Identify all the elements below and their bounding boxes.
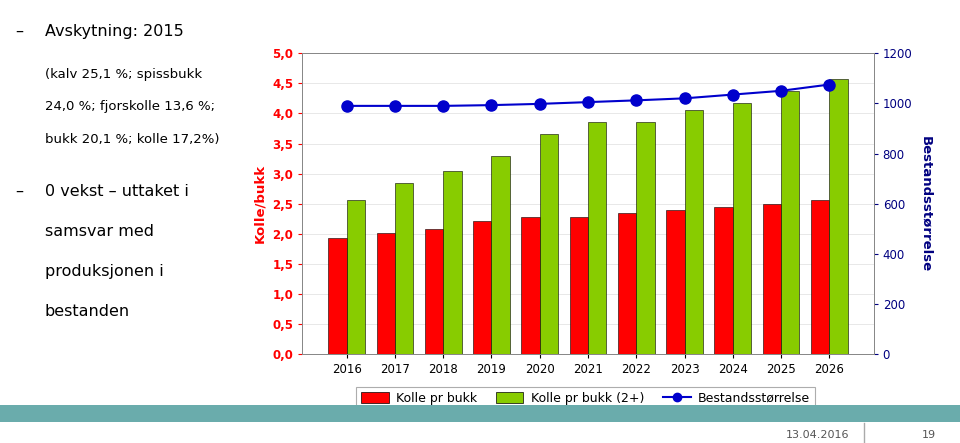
- Bar: [666, 210, 684, 354]
- Bar: [425, 229, 444, 354]
- Y-axis label: Bestandsstørrelse: Bestandsstørrelse: [919, 136, 932, 272]
- Text: 19: 19: [922, 430, 936, 440]
- Text: 24,0 %; fjorskolle 13,6 %;: 24,0 %; fjorskolle 13,6 %;: [44, 101, 214, 113]
- Text: –: –: [15, 184, 23, 199]
- Y-axis label: Kolle/bukk: Kolle/bukk: [253, 164, 267, 243]
- Bar: [328, 238, 347, 354]
- Bar: [618, 213, 636, 354]
- Bar: [444, 171, 462, 354]
- Text: 13.04.2016: 13.04.2016: [786, 430, 850, 440]
- Bar: [684, 110, 703, 354]
- Text: –: –: [15, 24, 23, 39]
- Bar: [569, 217, 588, 354]
- Text: (kalv 25,1 %; spissbukk: (kalv 25,1 %; spissbukk: [44, 68, 202, 81]
- Bar: [636, 122, 655, 354]
- Bar: [714, 207, 732, 354]
- Text: Avskytning: 2015: Avskytning: 2015: [44, 24, 183, 39]
- Bar: [0, 405, 960, 422]
- Text: produksjonen i: produksjonen i: [44, 264, 163, 279]
- Bar: [521, 217, 540, 354]
- Bar: [376, 233, 395, 354]
- Bar: [811, 200, 829, 354]
- Bar: [588, 122, 607, 354]
- Bar: [829, 79, 848, 354]
- Bar: [540, 135, 558, 354]
- Text: 0 vekst – uttaket i: 0 vekst – uttaket i: [44, 184, 188, 199]
- Legend: Kolle pr bukk, Kolle pr bukk (2+), Bestandsstørrelse: Kolle pr bukk, Kolle pr bukk (2+), Besta…: [356, 387, 815, 410]
- Bar: [347, 199, 365, 354]
- Text: samsvar med: samsvar med: [44, 224, 154, 239]
- Bar: [395, 183, 414, 354]
- Bar: [762, 204, 781, 354]
- Text: bukk 20,1 %; kolle 17,2%): bukk 20,1 %; kolle 17,2%): [44, 133, 219, 146]
- Bar: [492, 155, 510, 354]
- Bar: [473, 221, 492, 354]
- Bar: [732, 103, 751, 354]
- Text: bestanden: bestanden: [44, 304, 130, 319]
- Bar: [781, 90, 800, 354]
